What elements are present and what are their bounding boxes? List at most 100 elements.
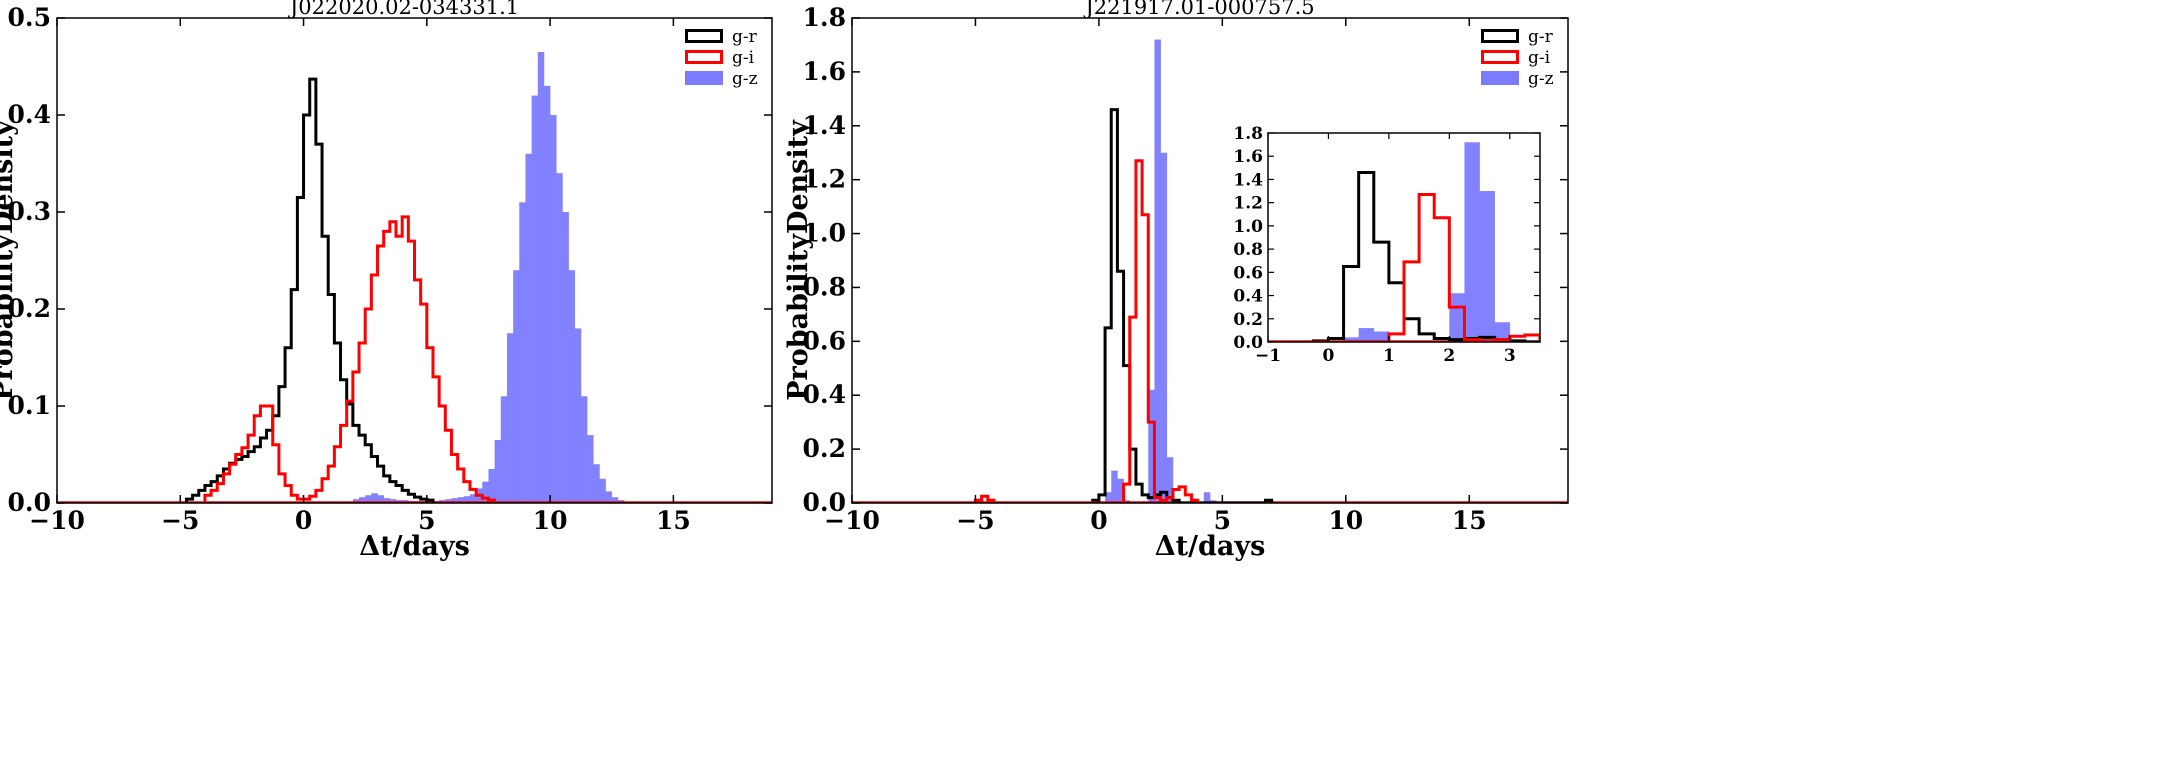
x-tick-label-1-0: −10 [29,506,85,535]
p1-bar-g-z-16 [451,498,458,503]
inset-x-tick-label-0: −1 [1255,346,1281,366]
inset-line-g-i [1268,193,1540,342]
p1-bar-g-z-34 [562,212,569,503]
p2-bar-g-z-0 [1105,492,1112,503]
p2-bar-g-z-6 [1160,152,1168,503]
y-tick-label-2-4: 0.8 [803,272,847,301]
plot-frame-1 [56,17,773,504]
p1-bar-g-z-41 [605,491,613,503]
p1-bar-g-z-27 [519,202,526,503]
inset-y-tick-label-5: 1.0 [1233,217,1263,237]
legend-label-2-g-i: g-i [1528,48,1551,68]
y-tick-label-1-0: 0.0 [8,488,52,517]
legend-swatch-2-g-z [1481,71,1519,85]
inset-plot: −1 0 1 2 3 0.0 0.2 0.4 0.6 0.8 1.0 1.2 1.4 1.6 1.8 [1233,124,1615,366]
p1-line-g-i [203,215,497,503]
p1-bar-g-z-32 [550,115,557,503]
p1-bar-g-z-21 [482,481,489,503]
inset-bar-g-z-7 [1494,322,1511,342]
inset-x-tick-label-3: 2 [1443,346,1455,366]
p1-bar-g-z-31 [543,85,551,503]
y-tick-label-1-4: 0.4 [8,100,52,129]
inset-bar-g-z-6 [1479,191,1495,342]
p1-bar-g-z-3 [371,493,378,503]
chart-title-2: J221917.01-000757.5 [1083,0,1314,19]
inset-y-tick-label-1: 0.2 [1233,310,1263,330]
inset-x-tick-label-2: 1 [1383,346,1395,366]
p1-bar-g-z-4 [377,495,384,503]
y-tick-label-2-7: 1.4 [803,111,847,140]
inset-y-tick-label-8: 1.6 [1233,147,1263,167]
p2-bar-g-z-9 [1203,492,1211,503]
legend-swatch-1-g-z [685,71,723,85]
y-tick-label-2-3: 0.6 [803,326,847,355]
inset-bar-g-z-1 [1358,328,1375,342]
p2-line-g-r [1091,108,1274,503]
p1-bar-g-z-6 [389,499,397,503]
inset-bar-g-z-9 [1585,337,1600,342]
y-tick-label-2-6: 1.2 [803,165,847,194]
inset-x-tick-label-4: 3 [1504,346,1516,366]
inset-bar-g-z-5 [1464,142,1480,342]
p1-bar-g-z-29 [531,95,539,503]
x-tick-label-2-1: −5 [956,506,994,535]
x-tick-label-2-2: 0 [1090,506,1107,535]
x-tick-label-1-4: 10 [533,506,568,535]
inset-bar-g-z-10 [1600,341,1615,342]
x-tick-label-2-5: 15 [1452,506,1487,535]
y-tick-label-2-2: 0.4 [803,380,847,409]
x-axis-label-2: Δt/days [1155,531,1266,562]
p1-line-g-r [184,77,435,503]
legend-label-2-g-z: g-z [1528,69,1554,89]
plot-frame-2 [851,17,1569,504]
p1-bar-g-z-17 [457,497,465,503]
p1-bar-g-z-40 [599,478,606,503]
p1-bar-g-z-18 [463,496,471,503]
legend-label-2-g-r: g-r [1528,27,1554,47]
y-axis-label-2: ProbabilityDensity [783,119,814,401]
inset-y-tick-label-0: 0.0 [1233,333,1263,353]
inset-y-tick-label-7: 1.4 [1233,170,1263,190]
chart-title-1: J022020.02-034331.1 [288,0,519,19]
x-tick-label-1-3: 5 [418,506,435,535]
x-axis-label-1: Δt/days [359,531,470,562]
p1-bar-g-z-42 [611,497,619,503]
x-tick-label-2-0: −10 [824,506,880,535]
p1-bar-g-z-23 [494,439,502,503]
p1-bar-g-z-15 [445,499,452,503]
legend-swatch-1-g-r [685,29,723,43]
p1-bar-g-z-0 [352,499,360,503]
p1-bar-g-z-24 [500,396,508,503]
x-tick-label-1-5: 15 [656,506,691,535]
x-tick-label-2-3: 5 [1214,506,1231,535]
y-tick-label-2-8: 1.6 [803,57,847,86]
chart-panel-1: −10 −5 0 5 10 15 0.0 0.1 0.2 0.3 0.4 0.5 J022020.02-… [0,0,773,562]
p1-bar-g-z-22 [488,469,495,503]
y-tick-label-2-1: 0.2 [803,434,847,463]
legend-label-1-g-r: g-r [732,27,758,47]
inset-bar-g-z-4 [1449,293,1465,342]
p2-bar-g-z-1 [1111,470,1118,503]
legend-swatch-1-g-i [685,50,723,64]
p1-bar-g-z-33 [556,173,563,503]
chart-panel-2: −10 −5 0 5 10 150.00.20.40.60.81.01.21.41.61.… [783,0,1615,562]
inset-x-tick-label-1: 0 [1323,346,1335,366]
inset-bar-g-z-2 [1373,331,1390,342]
p1-bar-g-z-19 [469,494,477,503]
y-tick-label-2-0: 0.0 [803,488,847,517]
x-tick-label-1-1: −5 [161,506,199,535]
p1-bar-g-z-30 [537,51,545,503]
y-tick-label-1-2: 0.2 [8,294,52,323]
p1-bar-g-z-38 [587,435,594,503]
inset-y-tick-label-4: 0.8 [1233,240,1263,260]
p2-bar-g-z-4 [1148,389,1155,503]
p1-bar-g-z-28 [525,153,532,503]
p2-line-g-i [973,159,1200,503]
p1-bar-g-z-35 [568,270,576,503]
p2-bar-g-z-2 [1117,478,1124,503]
y-tick-label-1-5: 0.5 [8,3,52,32]
legend-label-1-g-z: g-z [732,69,758,89]
p1-bar-g-z-5 [383,498,391,503]
inset-frame [1267,132,1541,343]
